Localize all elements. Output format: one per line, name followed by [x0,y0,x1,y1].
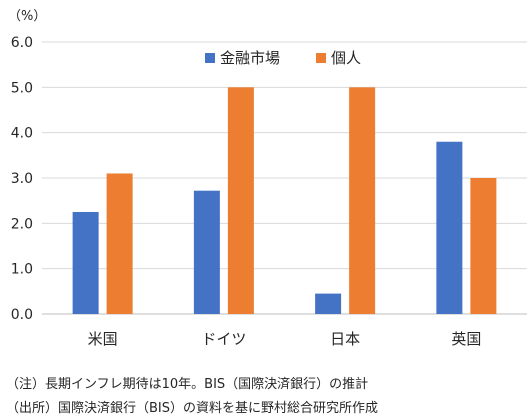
legend-swatch [205,53,215,63]
x-tick-label: 米国 [88,330,118,348]
footnote-source: （出所）国際決済銀行（BIS）の資料を基に野村総合研究所作成 [6,401,379,416]
x-tick-label: ドイツ [201,330,246,348]
y-tick-label: 3.0 [11,171,33,187]
bar-individual-3 [470,178,497,314]
bar-individual-1 [227,87,254,314]
bar-individual-0 [106,173,133,314]
legend: 金融市場 個人 [205,49,361,67]
bar-financial-market-3 [436,141,463,314]
legend-label: 金融市場 [220,49,280,67]
bar-financial-market-2 [315,293,342,314]
axes: 0.0 1.0 2.0 3.0 4.0 5.0 6.0 米国 ドイツ 日本 英国 [11,35,527,348]
bar-individual-2 [349,87,376,314]
bar-financial-market-0 [72,212,99,314]
bar-financial-market-1 [193,190,220,314]
y-tick-label: 0.0 [11,307,33,323]
x-tick-label: 英国 [451,330,481,348]
bar-chart: 0.0 1.0 2.0 3.0 4.0 5.0 6.0 米国 ドイツ 日本 英国 金融市場 個人 （%… [8,9,527,348]
y-tick-label: 2.0 [11,216,33,232]
y-tick-label: 4.0 [11,126,33,142]
y-tick-label: 1.0 [11,262,33,278]
y-tick-label: 6.0 [11,35,33,51]
bars [72,87,497,314]
footnote-note: （注）長期インフレ期待は10年。BIS（国際決済銀行）の推計 [6,377,369,392]
x-tick-label: 日本 [330,330,360,348]
legend-swatch [316,53,326,63]
legend-label: 個人 [331,49,361,67]
y-unit-label: （%） [8,9,46,24]
y-tick-label: 5.0 [11,80,33,96]
